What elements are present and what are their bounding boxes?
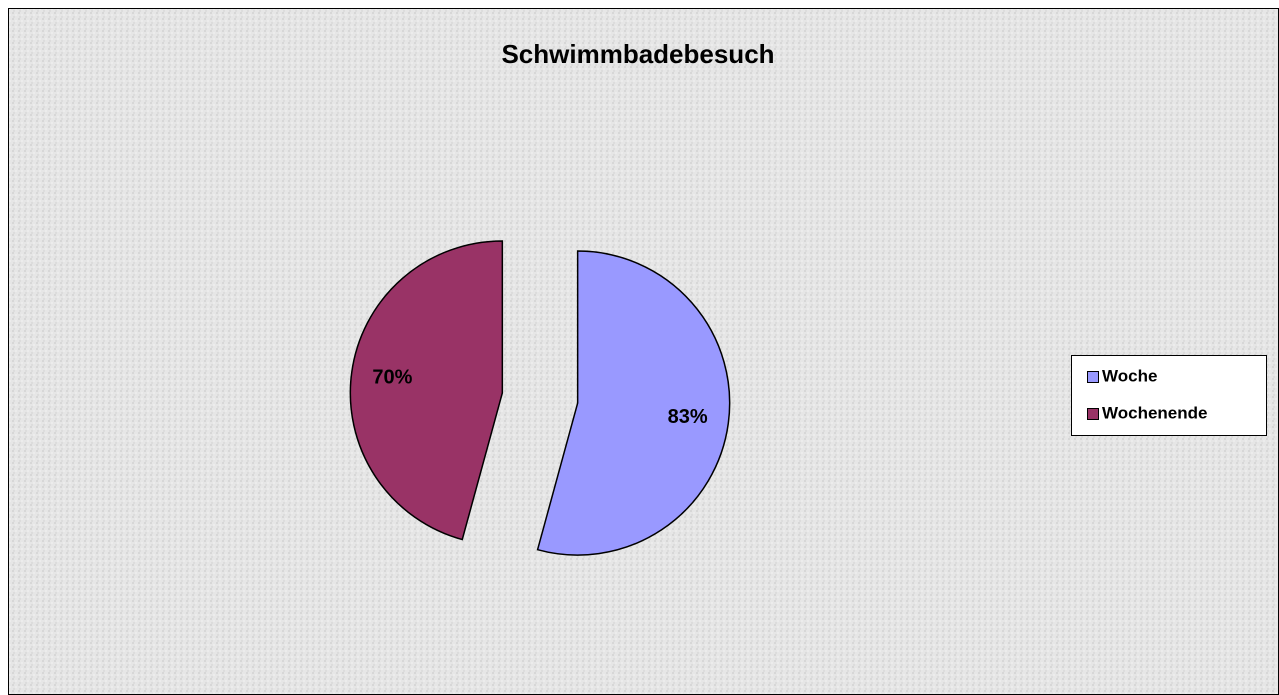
legend <box>1071 355 1267 436</box>
pie-slice <box>536 250 731 556</box>
data-label: 70% <box>372 366 412 388</box>
pie-slice <box>349 240 504 541</box>
legend-swatch <box>1087 371 1099 383</box>
chart-title: Schwimmbadebesuch <box>501 39 774 69</box>
legend-swatch <box>1087 408 1099 420</box>
legend-label: Wochenende <box>1102 403 1207 422</box>
legend-label: Woche <box>1102 366 1157 385</box>
data-label: 83% <box>668 406 708 428</box>
